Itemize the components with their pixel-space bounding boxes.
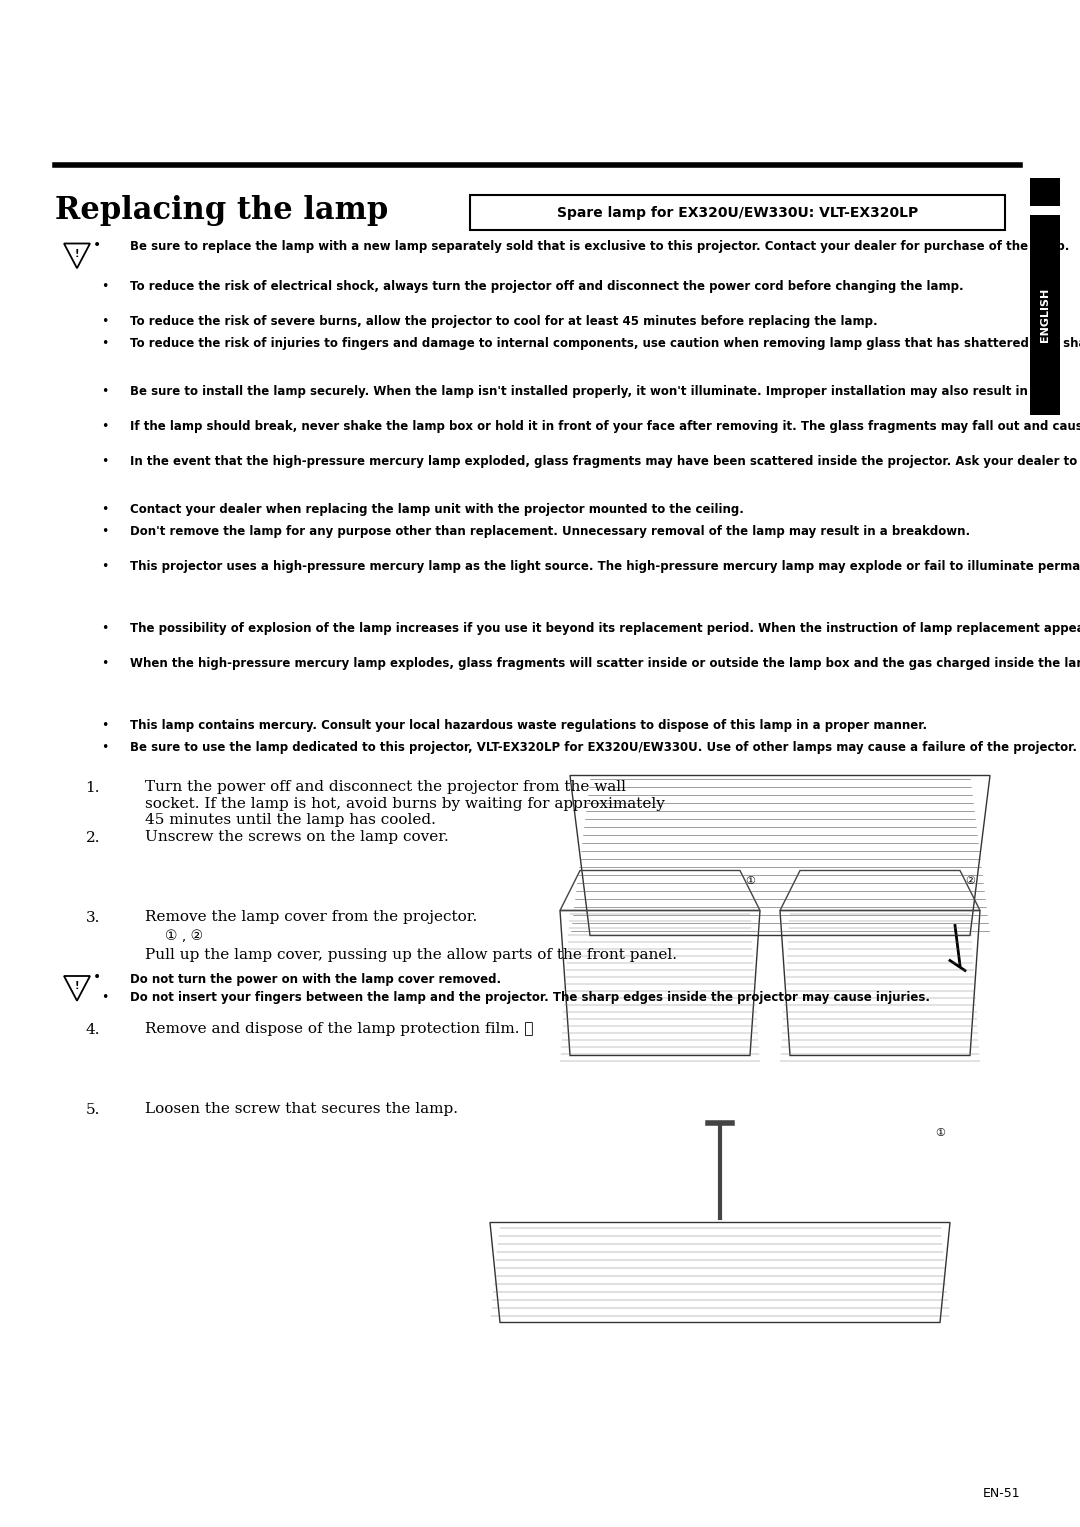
FancyBboxPatch shape (470, 195, 1005, 231)
Text: •: • (102, 315, 109, 328)
Text: This lamp contains mercury. Consult your local hazardous waste regulations to di: This lamp contains mercury. Consult your… (130, 719, 927, 731)
Text: •: • (102, 741, 109, 753)
Text: To reduce the risk of injuries to fingers and damage to internal components, use: To reduce the risk of injuries to finger… (130, 336, 1080, 350)
Text: •: • (102, 385, 109, 399)
Text: •: • (102, 991, 109, 1003)
Text: Do not turn the power on with the lamp cover removed.: Do not turn the power on with the lamp c… (130, 973, 501, 985)
Text: To reduce the risk of electrical shock, always turn the projector off and discon: To reduce the risk of electrical shock, … (130, 279, 963, 293)
Text: Spare lamp for EX320U/EW330U: VLT-EX320LP: Spare lamp for EX320U/EW330U: VLT-EX320L… (557, 206, 918, 220)
Text: !: ! (75, 249, 79, 260)
Text: Remove the lamp cover from the projector.: Remove the lamp cover from the projector… (145, 910, 477, 924)
Text: Don't remove the lamp for any purpose other than replacement. Unnecessary remova: Don't remove the lamp for any purpose ot… (130, 525, 970, 538)
Text: Remove and dispose of the lamp protection film. ①: Remove and dispose of the lamp protectio… (145, 1023, 534, 1037)
Text: •: • (93, 238, 102, 252)
Text: The possibility of explosion of the lamp increases if you use it beyond its repl: The possibility of explosion of the lamp… (130, 621, 1080, 635)
Text: ①: ① (935, 1127, 945, 1138)
Text: •: • (102, 279, 109, 293)
Text: !: ! (75, 982, 79, 991)
Text: •: • (93, 971, 102, 985)
Text: •: • (102, 657, 109, 670)
FancyBboxPatch shape (1030, 179, 1059, 206)
Text: In the event that the high-pressure mercury lamp exploded, glass fragments may h: In the event that the high-pressure merc… (130, 455, 1080, 467)
Text: 3.: 3. (85, 910, 100, 924)
Text: If the lamp should break, never shake the lamp box or hold it in front of your f: If the lamp should break, never shake th… (130, 420, 1080, 434)
Text: •: • (102, 455, 109, 467)
Text: 5.: 5. (85, 1102, 100, 1116)
Text: Be sure to use the lamp dedicated to this projector, VLT-EX320LP for EX320U/EW33: Be sure to use the lamp dedicated to thi… (130, 741, 1077, 753)
Text: ① , ②: ① , ② (165, 928, 203, 942)
Text: 1.: 1. (85, 780, 100, 794)
Text: To reduce the risk of severe burns, allow the projector to cool for at least 45 : To reduce the risk of severe burns, allo… (130, 315, 878, 328)
Text: Be sure to install the lamp securely. When the lamp isn't installed properly, it: Be sure to install the lamp securely. Wh… (130, 385, 1059, 399)
Text: •: • (102, 504, 109, 516)
Text: •: • (102, 560, 109, 573)
Text: 2.: 2. (85, 831, 100, 844)
Text: 4.: 4. (85, 1023, 100, 1037)
Text: ②: ② (966, 875, 975, 886)
Text: Turn the power off and disconnect the projector from the wall
socket. If the lam: Turn the power off and disconnect the pr… (145, 780, 665, 828)
Text: •: • (102, 336, 109, 350)
Text: Pull up the lamp cover, pussing up the allow parts of the front panel.: Pull up the lamp cover, pussing up the a… (145, 948, 677, 962)
Text: Be sure to replace the lamp with a new lamp separately sold that is exclusive to: Be sure to replace the lamp with a new l… (130, 240, 1069, 253)
Text: Replacing the lamp: Replacing the lamp (55, 195, 388, 226)
Text: •: • (102, 719, 109, 731)
Text: ①: ① (745, 875, 755, 886)
Text: Loosen the screw that secures the lamp.: Loosen the screw that secures the lamp. (145, 1102, 458, 1116)
Text: Do not insert your fingers between the lamp and the projector. The sharp edges i: Do not insert your fingers between the l… (130, 991, 930, 1003)
FancyBboxPatch shape (1030, 215, 1059, 415)
Text: This projector uses a high-pressure mercury lamp as the light source. The high-p: This projector uses a high-pressure merc… (130, 560, 1080, 573)
Text: Contact your dealer when replacing the lamp unit with the projector mounted to t: Contact your dealer when replacing the l… (130, 504, 744, 516)
Text: ENGLISH: ENGLISH (1040, 289, 1050, 342)
Text: EN-51: EN-51 (983, 1487, 1020, 1500)
Text: •: • (102, 621, 109, 635)
Text: Unscrew the screws on the lamp cover.: Unscrew the screws on the lamp cover. (145, 831, 449, 844)
Text: •: • (102, 525, 109, 538)
Text: •: • (102, 420, 109, 434)
Text: When the high-pressure mercury lamp explodes, glass fragments will scatter insid: When the high-pressure mercury lamp expl… (130, 657, 1080, 670)
